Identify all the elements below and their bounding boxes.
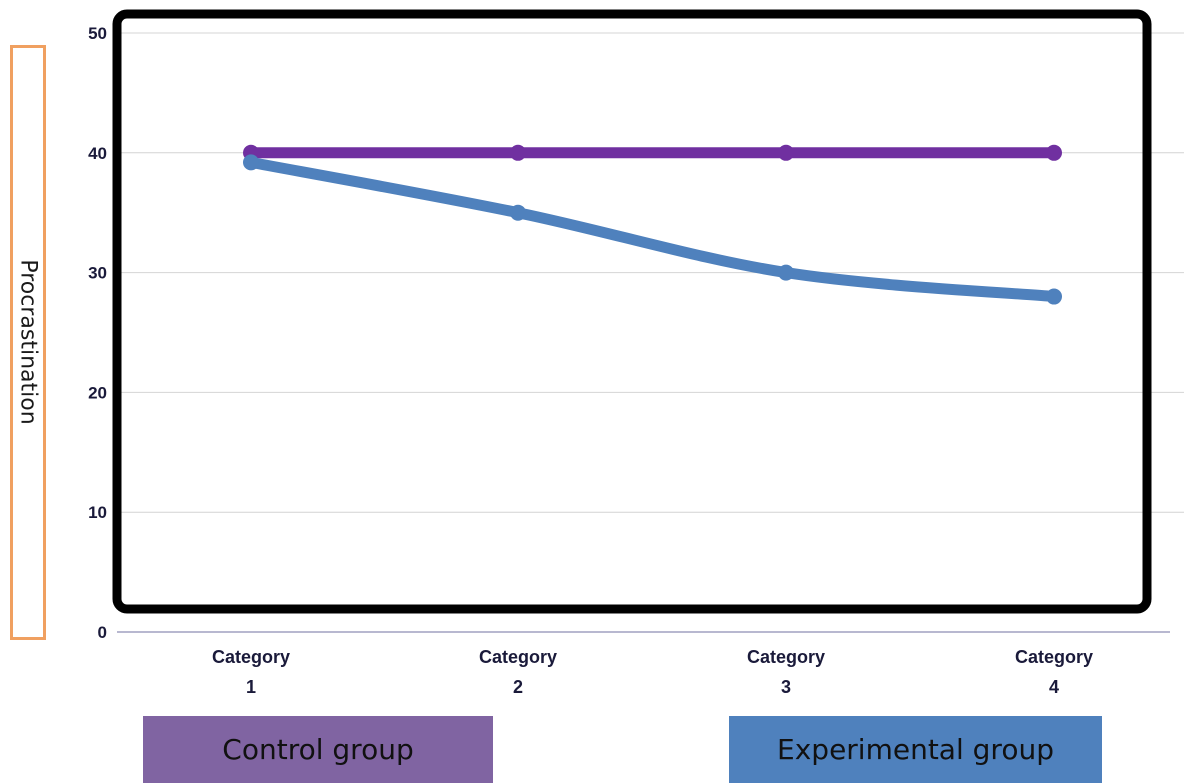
x-tick-label: Category 3 — [747, 647, 825, 697]
y-tick-label: 30 — [88, 264, 107, 283]
plot-frame — [112, 9, 1152, 614]
gridlines — [117, 32, 1184, 513]
series-point-1 — [510, 204, 526, 221]
x-tick-label: Category 1 — [212, 647, 290, 697]
legend-control-label: Control group — [222, 733, 414, 766]
y-tick-label: 0 — [98, 623, 107, 642]
x-tick-label: Category 2 — [479, 647, 557, 697]
x-tick-label-line: 3 — [781, 677, 791, 697]
x-tick-label-line: Category — [1015, 647, 1093, 667]
legend-experimental-label: Experimental group — [777, 733, 1054, 766]
series-lines — [243, 144, 1062, 305]
y-tick-label: 20 — [88, 383, 107, 402]
series-point-0 — [778, 144, 794, 161]
legend-experimental-group: Experimental group — [729, 716, 1102, 783]
x-tick-label-line: 4 — [1049, 677, 1059, 697]
x-tick-label: Category 4 — [1015, 647, 1093, 697]
series-point-0 — [1046, 144, 1062, 161]
legend-control-group: Control group — [143, 716, 493, 783]
series-line-1 — [245, 156, 1060, 303]
x-tick-label-line: 2 — [513, 677, 523, 697]
series-point-1 — [243, 154, 259, 171]
x-tick-label-line: Category — [212, 647, 290, 667]
y-tick-label: 50 — [88, 24, 107, 43]
series-point-1 — [778, 264, 794, 281]
y-tick-label: 10 — [88, 503, 107, 522]
y-axis-label: Procrastination — [15, 259, 41, 425]
y-axis-ticks: 0 10 20 30 40 50 — [88, 24, 107, 642]
x-tick-label-line: Category — [479, 647, 557, 667]
series-point-0 — [510, 144, 526, 161]
series-point-1 — [1046, 288, 1062, 305]
x-tick-label-line: 1 — [246, 677, 256, 697]
y-tick-label: 40 — [88, 144, 107, 163]
x-axis-ticks: Category 1 Category 2 Category 3 Category 4 — [212, 647, 1093, 697]
x-tick-label-line: Category — [747, 647, 825, 667]
y-axis-label-box — [10, 45, 46, 640]
